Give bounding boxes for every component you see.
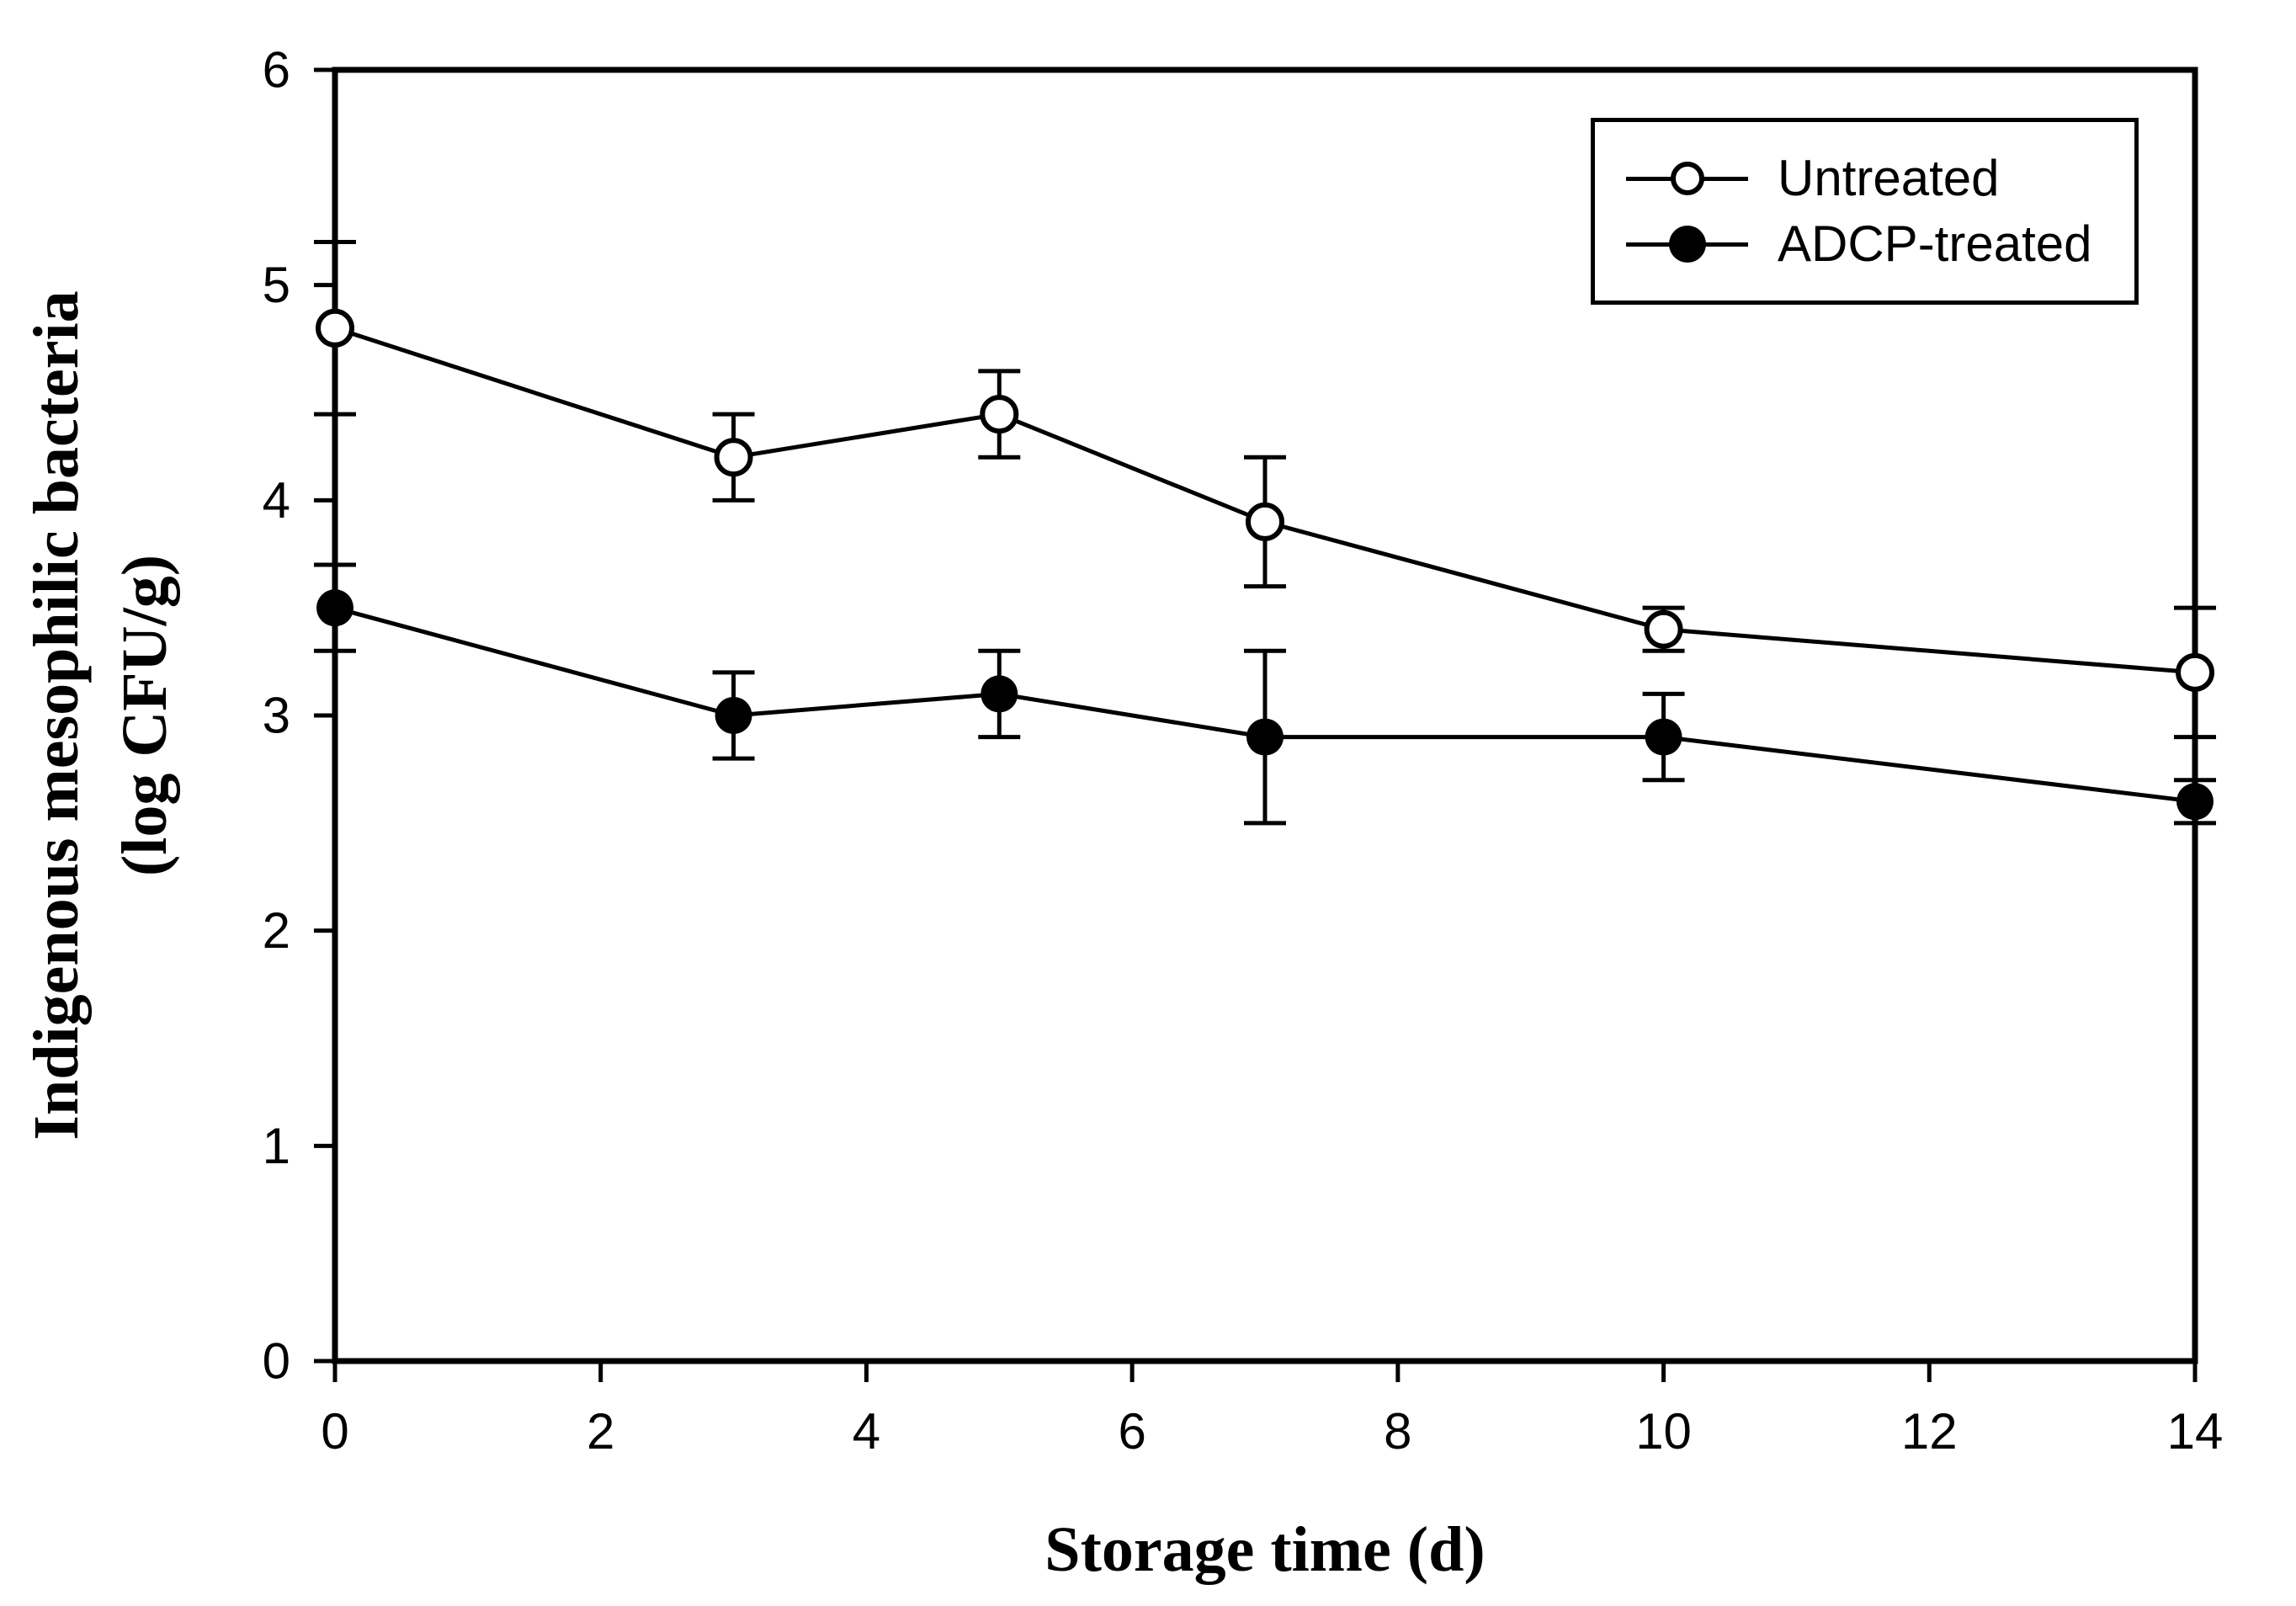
y-tick-label: 4: [263, 472, 290, 529]
legend: Untreated ADCP-treated: [1591, 118, 2139, 305]
x-tick-label: 8: [1384, 1403, 1411, 1460]
x-tick-label: 10: [1635, 1403, 1692, 1460]
x-tick-label: 14: [2167, 1403, 2224, 1460]
y-tick-label: 2: [263, 902, 290, 959]
x-axis-title: Storage time (d): [1044, 1514, 1485, 1585]
open-circle-marker-icon: [1670, 162, 1704, 195]
data-point-adcp-treated: [1246, 718, 1284, 756]
legend-sample-untreated: [1626, 159, 1748, 198]
legend-sample-adcp-treated: [1626, 225, 1748, 263]
legend-label-adcp-treated: ADCP-treated: [1778, 215, 2092, 272]
y-tick-label: 6: [263, 42, 290, 98]
legend-entry-untreated: Untreated: [1626, 150, 2128, 206]
y-axis-title-line1: Indigenous mesophilic bacteria: [21, 290, 92, 1141]
x-tick-label: 2: [587, 1403, 614, 1460]
data-point-untreated: [980, 395, 1019, 434]
data-point-adcp-treated: [981, 675, 1018, 713]
x-tick-label: 12: [1901, 1403, 1958, 1460]
data-point-adcp-treated: [1645, 718, 1682, 756]
x-tick-label: 4: [853, 1403, 880, 1460]
filled-circle-marker-icon: [1668, 226, 1706, 263]
x-tick-label: 6: [1118, 1403, 1145, 1460]
y-axis-title: Indigenous mesophilic bacteria (log CFU/…: [13, 42, 198, 1389]
x-tick-label: 0: [321, 1403, 348, 1460]
series-line-untreated: [334, 326, 2196, 675]
data-point-untreated: [1246, 502, 1284, 541]
y-tick-label: 3: [263, 688, 290, 744]
legend-entry-adcp-treated: ADCP-treated: [1626, 215, 2128, 272]
data-point-untreated: [316, 308, 354, 348]
data-point-adcp-treated: [316, 589, 353, 627]
data-point-untreated: [714, 438, 753, 477]
data-point-adcp-treated: [715, 697, 752, 734]
data-point-untreated: [2176, 652, 2214, 692]
data-point-adcp-treated: [2176, 783, 2214, 821]
y-axis-title-line2: (log CFU/g): [109, 554, 180, 877]
series-line-adcp-treated: [334, 605, 2196, 804]
y-tick-label: 1: [263, 1118, 290, 1174]
y-tick-label: 0: [263, 1333, 290, 1390]
data-point-untreated: [1644, 609, 1683, 649]
y-tick-label: 5: [263, 257, 290, 313]
legend-label-untreated: Untreated: [1778, 150, 2000, 206]
